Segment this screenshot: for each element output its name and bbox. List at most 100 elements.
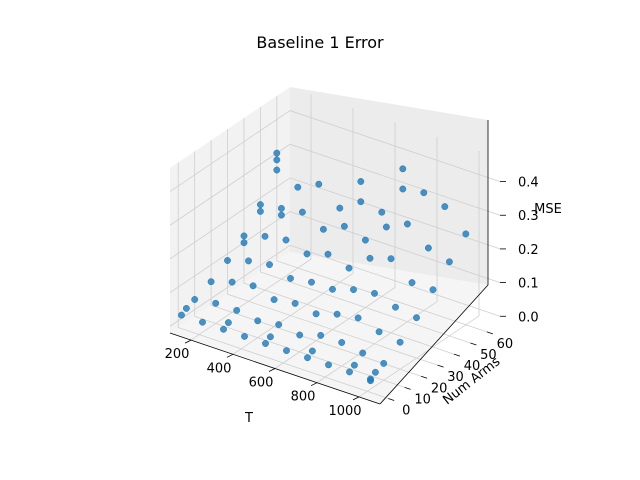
x-gridline	[190, 94, 312, 341]
data-point	[178, 311, 185, 319]
data-point	[392, 303, 399, 311]
data-point	[308, 347, 316, 355]
data-point	[333, 310, 341, 318]
data-point	[304, 354, 311, 362]
data-point	[282, 236, 290, 244]
data-point	[408, 279, 416, 287]
y-tick	[486, 331, 493, 335]
data-point	[233, 306, 241, 314]
x-gridline	[316, 136, 438, 384]
data-point	[249, 282, 257, 290]
data-point	[325, 361, 332, 369]
data-point	[241, 332, 248, 340]
z-tick-label: 0.3	[518, 209, 539, 224]
data-point	[429, 286, 437, 294]
y-tick	[453, 353, 461, 357]
data-point	[336, 204, 344, 212]
data-point	[224, 257, 231, 264]
data-point	[380, 359, 388, 367]
data-point	[387, 255, 395, 263]
data-point	[399, 165, 407, 173]
data-point	[366, 254, 374, 262]
x-tick	[268, 368, 276, 372]
data-point	[403, 220, 411, 228]
data-point	[396, 338, 404, 346]
x-axis-label: T	[244, 411, 253, 426]
data-point	[266, 261, 273, 269]
z-gridline	[169, 211, 501, 293]
data-point	[240, 239, 248, 247]
data-point	[256, 207, 264, 215]
data-point	[345, 264, 353, 272]
data-point	[182, 304, 190, 312]
x-gridline	[274, 122, 396, 369]
chart-title: Baseline 1 Error	[256, 33, 384, 52]
y-tick	[420, 375, 428, 379]
x-gridline	[232, 108, 354, 355]
z-gridline	[169, 177, 501, 260]
back-pane	[290, 87, 488, 285]
data-point	[273, 149, 281, 157]
z-tick-label: 0.4	[518, 176, 539, 191]
data-point	[312, 310, 320, 318]
y-axis-line	[379, 284, 489, 405]
data-point	[340, 222, 348, 230]
x-tick-label: 1000	[328, 404, 361, 419]
x-tick-label: 600	[249, 376, 274, 391]
z-axis-label: MSE	[534, 202, 562, 217]
y-tick-label: 0	[402, 403, 410, 418]
x-tick-label: 400	[207, 361, 232, 376]
data-point	[262, 340, 269, 347]
data-point	[317, 331, 325, 339]
y-tick-label: 60	[497, 337, 514, 352]
y-tick-label: 20	[431, 381, 448, 396]
data-point	[273, 166, 281, 174]
data-point	[224, 319, 232, 327]
left-pane	[170, 87, 290, 333]
data-point	[287, 274, 294, 282]
data-point	[350, 361, 358, 369]
data-point	[275, 321, 283, 329]
x-gridline	[358, 150, 480, 398]
y-tick	[437, 364, 444, 368]
data-point	[283, 347, 290, 355]
data-point	[261, 232, 269, 240]
data-point	[207, 278, 215, 286]
data-point	[273, 156, 281, 164]
y-tick	[470, 342, 477, 346]
data-point	[399, 185, 407, 193]
data-point	[354, 314, 362, 322]
data-point	[382, 223, 390, 231]
y-tick	[388, 398, 395, 401]
data-point	[319, 225, 327, 233]
data-point	[378, 208, 386, 216]
x-tick-label: 200	[165, 347, 190, 362]
data-point	[413, 314, 420, 322]
data-point	[240, 232, 248, 240]
data-point	[294, 183, 302, 191]
data-point	[315, 180, 323, 188]
z-tick-label: 0.2	[518, 243, 539, 258]
z-gridline	[169, 244, 501, 327]
data-point	[329, 285, 336, 293]
y-gridline	[177, 162, 389, 399]
z-gridline	[169, 110, 501, 192]
z-gridline	[169, 143, 501, 226]
data-point	[371, 368, 379, 376]
data-point	[375, 328, 383, 336]
y-tick	[404, 386, 411, 390]
data-point	[256, 201, 264, 209]
y-gridline	[227, 129, 438, 366]
data-point	[296, 331, 304, 339]
data-point	[357, 198, 365, 206]
y-gridline	[210, 140, 422, 377]
data-point	[357, 178, 365, 185]
x-tick	[352, 396, 360, 401]
x-tick	[226, 353, 234, 358]
data-point	[254, 317, 262, 325]
z-tick-label: 0.1	[518, 277, 539, 292]
x-tick	[310, 382, 318, 387]
y-gridline	[243, 118, 455, 355]
